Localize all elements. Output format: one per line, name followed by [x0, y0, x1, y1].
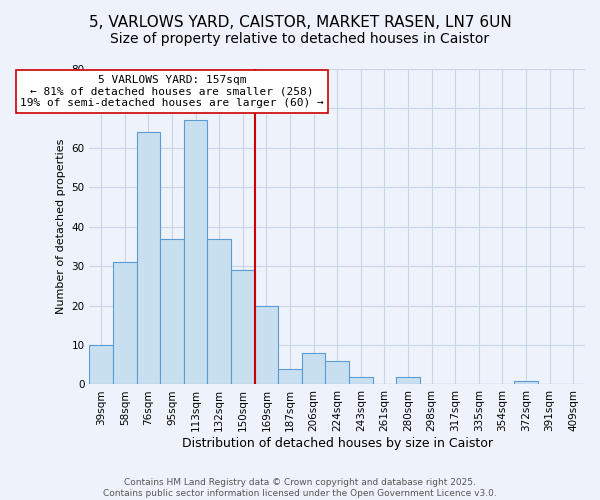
- Bar: [514, 380, 538, 384]
- Bar: [89, 345, 113, 385]
- Bar: [160, 238, 184, 384]
- Text: Size of property relative to detached houses in Caistor: Size of property relative to detached ho…: [110, 32, 490, 46]
- Text: 5, VARLOWS YARD, CAISTOR, MARKET RASEN, LN7 6UN: 5, VARLOWS YARD, CAISTOR, MARKET RASEN, …: [89, 15, 511, 30]
- Bar: [325, 361, 349, 384]
- Y-axis label: Number of detached properties: Number of detached properties: [56, 139, 66, 314]
- Bar: [137, 132, 160, 384]
- Bar: [231, 270, 254, 384]
- Bar: [349, 376, 373, 384]
- Bar: [113, 262, 137, 384]
- Bar: [184, 120, 208, 384]
- Bar: [208, 238, 231, 384]
- Text: Contains HM Land Registry data © Crown copyright and database right 2025.
Contai: Contains HM Land Registry data © Crown c…: [103, 478, 497, 498]
- Bar: [278, 368, 302, 384]
- Bar: [254, 306, 278, 384]
- Bar: [396, 376, 420, 384]
- Text: 5 VARLOWS YARD: 157sqm
← 81% of detached houses are smaller (258)
19% of semi-de: 5 VARLOWS YARD: 157sqm ← 81% of detached…: [20, 75, 324, 108]
- X-axis label: Distribution of detached houses by size in Caistor: Distribution of detached houses by size …: [182, 437, 493, 450]
- Bar: [302, 353, 325, 384]
